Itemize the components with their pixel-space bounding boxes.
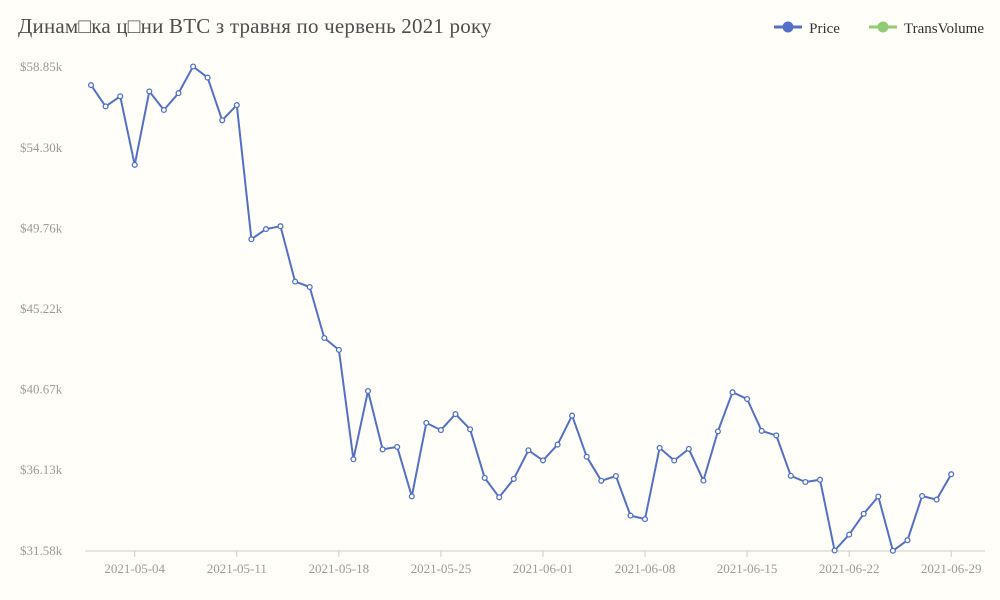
- data-point-marker: [160, 106, 167, 114]
- data-point-marker: [933, 496, 940, 503]
- data-point-marker: [569, 412, 576, 419]
- legend-item-transvolume[interactable]: TransVolume: [868, 20, 984, 39]
- data-point-marker: [350, 456, 357, 463]
- y-tick-label: $54.30k: [20, 140, 63, 155]
- data-point-marker: [919, 492, 926, 500]
- data-point-marker: [831, 547, 838, 554]
- data-point-marker: [773, 432, 780, 439]
- data-point-marker: [292, 278, 299, 285]
- data-point-marker: [875, 493, 882, 500]
- data-point-marker: [102, 103, 109, 110]
- data-point-marker: [583, 453, 590, 460]
- chart-title: Динам□ка ц□ни BTC з травня по червень 20…: [18, 14, 492, 38]
- data-point-marker: [87, 82, 95, 89]
- x-tick-label: 2021-06-01: [513, 561, 574, 576]
- data-point-marker: [496, 494, 503, 501]
- data-point-marker: [175, 90, 182, 97]
- data-point-marker: [904, 537, 911, 544]
- data-point-marker: [510, 475, 517, 482]
- y-tick-label: $31.58k: [20, 543, 63, 558]
- data-point-marker: [452, 411, 459, 418]
- x-tick-label: 2021-05-11: [207, 561, 267, 576]
- x-tick-label: 2021-06-29: [921, 561, 982, 576]
- data-point-marker: [860, 510, 867, 517]
- data-point-marker: [146, 88, 153, 95]
- data-point-marker: [671, 457, 678, 464]
- data-point-marker: [204, 74, 211, 81]
- data-point-marker: [423, 419, 430, 426]
- x-tick-label: 2021-06-15: [717, 561, 778, 576]
- data-point-marker: [117, 93, 124, 100]
- y-tick-label: $45.22k: [20, 301, 63, 316]
- data-point-marker: [321, 334, 328, 342]
- data-point-marker: [758, 427, 765, 434]
- data-point-marker: [554, 441, 561, 448]
- data-point-marker: [539, 457, 547, 464]
- data-point-marker: [948, 471, 955, 478]
- legend-label-transvolume: TransVolume: [903, 21, 984, 37]
- data-point-marker: [641, 516, 649, 523]
- data-point-marker: [525, 447, 532, 454]
- data-point-marker: [131, 161, 138, 168]
- x-tick-label: 2021-06-22: [819, 561, 880, 576]
- data-point-marker: [685, 445, 692, 452]
- data-point-marker: [714, 428, 721, 435]
- x-tick-label: 2021-06-08: [615, 561, 676, 576]
- data-point-marker: [408, 493, 415, 500]
- data-point-marker: [467, 426, 474, 433]
- data-point-marker: [846, 531, 853, 538]
- y-tick-label: $58.85k: [20, 59, 63, 74]
- data-point-marker: [729, 389, 736, 396]
- x-tick-label: 2021-05-18: [309, 561, 370, 576]
- data-point-marker: [802, 478, 809, 486]
- data-point-marker: [612, 472, 619, 480]
- legend-item-price[interactable]: Price: [773, 20, 840, 39]
- data-point-marker: [598, 477, 605, 484]
- data-point-marker: [787, 472, 794, 479]
- data-point-marker: [816, 476, 824, 483]
- y-tick-label: $40.67k: [20, 382, 63, 397]
- data-point-marker: [262, 226, 270, 233]
- data-point-marker: [248, 236, 255, 243]
- data-point-marker: [306, 283, 313, 291]
- data-point-marker: [190, 63, 197, 70]
- data-point-marker: [277, 223, 284, 230]
- data-point-marker: [744, 395, 751, 403]
- y-tick-label: $36.13k: [20, 462, 63, 477]
- data-point-marker: [700, 477, 707, 484]
- data-point-marker: [233, 102, 240, 109]
- data-point-marker: [219, 117, 226, 124]
- data-point-marker: [364, 387, 372, 395]
- data-point-marker: [335, 346, 342, 353]
- legend-label-price: Price: [809, 21, 840, 37]
- x-tick-label: 2021-05-25: [411, 561, 472, 576]
- data-point-marker: [481, 474, 488, 481]
- y-tick-label: $49.76k: [20, 220, 63, 235]
- data-point-marker: [437, 427, 444, 434]
- price-series-marker-icon: [773, 20, 803, 39]
- data-point-marker: [379, 446, 386, 453]
- legend: Price TransVolume: [773, 20, 984, 39]
- data-point-marker: [889, 547, 896, 554]
- transvolume-series-marker-icon: [868, 20, 898, 39]
- data-point-marker: [656, 444, 663, 451]
- data-point-marker: [394, 443, 401, 450]
- data-point-marker: [627, 512, 634, 519]
- x-tick-label: 2021-05-04: [104, 561, 165, 576]
